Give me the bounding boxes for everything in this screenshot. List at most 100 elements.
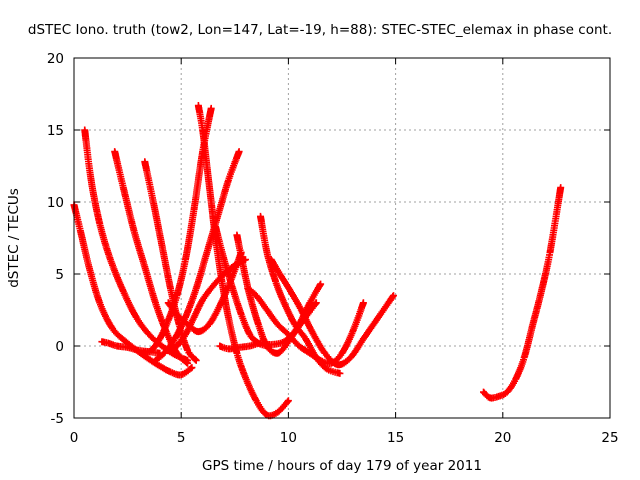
data-point	[548, 251, 552, 254]
data-point	[167, 318, 170, 322]
data-point	[160, 244, 164, 247]
data-point	[259, 215, 262, 218]
data-point	[205, 251, 209, 254]
data-point	[175, 352, 179, 355]
data-point	[186, 349, 189, 352]
data-point	[340, 352, 344, 355]
data-point	[205, 164, 209, 168]
data-series-track	[98, 338, 164, 357]
data-point	[210, 200, 213, 204]
data-point	[265, 308, 269, 312]
plot-frame	[73, 57, 611, 419]
data-point	[175, 344, 179, 348]
data-point	[259, 341, 262, 345]
axis-ticks: 0 5 10 15 20 25 -5 0 5 10 15 20	[47, 51, 619, 446]
data-point	[237, 150, 241, 153]
data-point	[540, 290, 543, 293]
x-tick-label: 15	[387, 430, 404, 446]
y-tick-label: 20	[47, 51, 64, 67]
data-point	[319, 282, 322, 286]
data-point	[220, 280, 224, 283]
data-point	[488, 396, 492, 399]
data-point	[173, 337, 176, 340]
data-point	[336, 363, 339, 366]
data-point	[362, 337, 365, 340]
data-point	[113, 150, 116, 153]
data-point	[514, 377, 517, 381]
data-point	[218, 344, 221, 348]
data-point	[122, 290, 125, 293]
y-axis-label: dSTEC / TECUs	[6, 188, 22, 288]
data-series-track	[480, 184, 565, 402]
x-tick-label: 0	[70, 430, 79, 446]
data-point	[190, 366, 194, 369]
data-series-track	[267, 256, 397, 369]
plus-markers	[244, 284, 367, 368]
y-tick-label: 5	[55, 267, 64, 283]
data-point	[482, 390, 485, 394]
data-point	[126, 341, 129, 345]
data-series-track	[244, 284, 367, 368]
data-point	[147, 333, 151, 336]
data-series-track	[257, 212, 344, 377]
y-tick-label: -5	[51, 411, 64, 427]
data-point	[184, 316, 187, 319]
data-point	[242, 265, 245, 268]
data-point	[79, 229, 82, 232]
data-point	[186, 362, 189, 365]
data-point	[222, 258, 226, 261]
data-point	[100, 340, 104, 343]
data-point	[276, 352, 279, 355]
data-point	[293, 323, 296, 326]
data-point	[276, 411, 279, 414]
data-point	[248, 344, 251, 348]
x-tick-label: 10	[280, 430, 297, 446]
data-point	[276, 323, 279, 326]
data-series-track	[81, 126, 192, 364]
data-point	[216, 215, 219, 218]
data-point	[265, 413, 269, 417]
data-point	[154, 359, 157, 362]
data-point	[293, 330, 296, 333]
data-point	[231, 287, 234, 290]
data-point	[377, 316, 380, 319]
data-point	[201, 128, 204, 132]
data-point	[257, 323, 260, 326]
y-tick-label: 0	[55, 339, 64, 355]
data-point	[143, 160, 146, 163]
data-point	[169, 370, 172, 374]
data-point	[237, 346, 241, 349]
data-point	[195, 287, 198, 290]
data-point	[98, 222, 101, 225]
data-point	[152, 200, 155, 204]
data-point	[162, 352, 166, 355]
y-tick-label: 10	[47, 195, 64, 211]
data-point	[87, 265, 91, 268]
data-point	[98, 301, 101, 304]
data-point	[150, 349, 153, 352]
data-point	[282, 301, 286, 304]
data-point	[201, 298, 204, 302]
data-point	[304, 316, 307, 319]
data-point	[122, 186, 125, 189]
data-point	[523, 356, 526, 359]
data-point	[270, 258, 273, 261]
data-point	[227, 179, 230, 182]
data-point	[531, 323, 534, 326]
data-point	[233, 264, 236, 267]
data-point	[109, 258, 112, 261]
data-point	[197, 330, 200, 333]
x-tick-label: 20	[494, 430, 511, 446]
data-point	[197, 104, 200, 107]
data-point	[180, 373, 183, 376]
data-point	[278, 272, 281, 276]
data-point	[323, 352, 326, 355]
x-axis-label: GPS time / hours of day 179 of year 2011	[202, 458, 482, 474]
data-point	[246, 287, 249, 290]
data-point	[175, 294, 179, 297]
data-point	[132, 229, 136, 232]
chart-title: dSTEC Iono. truth (tow2, Lon=147, Lat=-1…	[28, 22, 612, 38]
data-point	[111, 327, 114, 330]
x-tick-label: 5	[177, 430, 186, 446]
